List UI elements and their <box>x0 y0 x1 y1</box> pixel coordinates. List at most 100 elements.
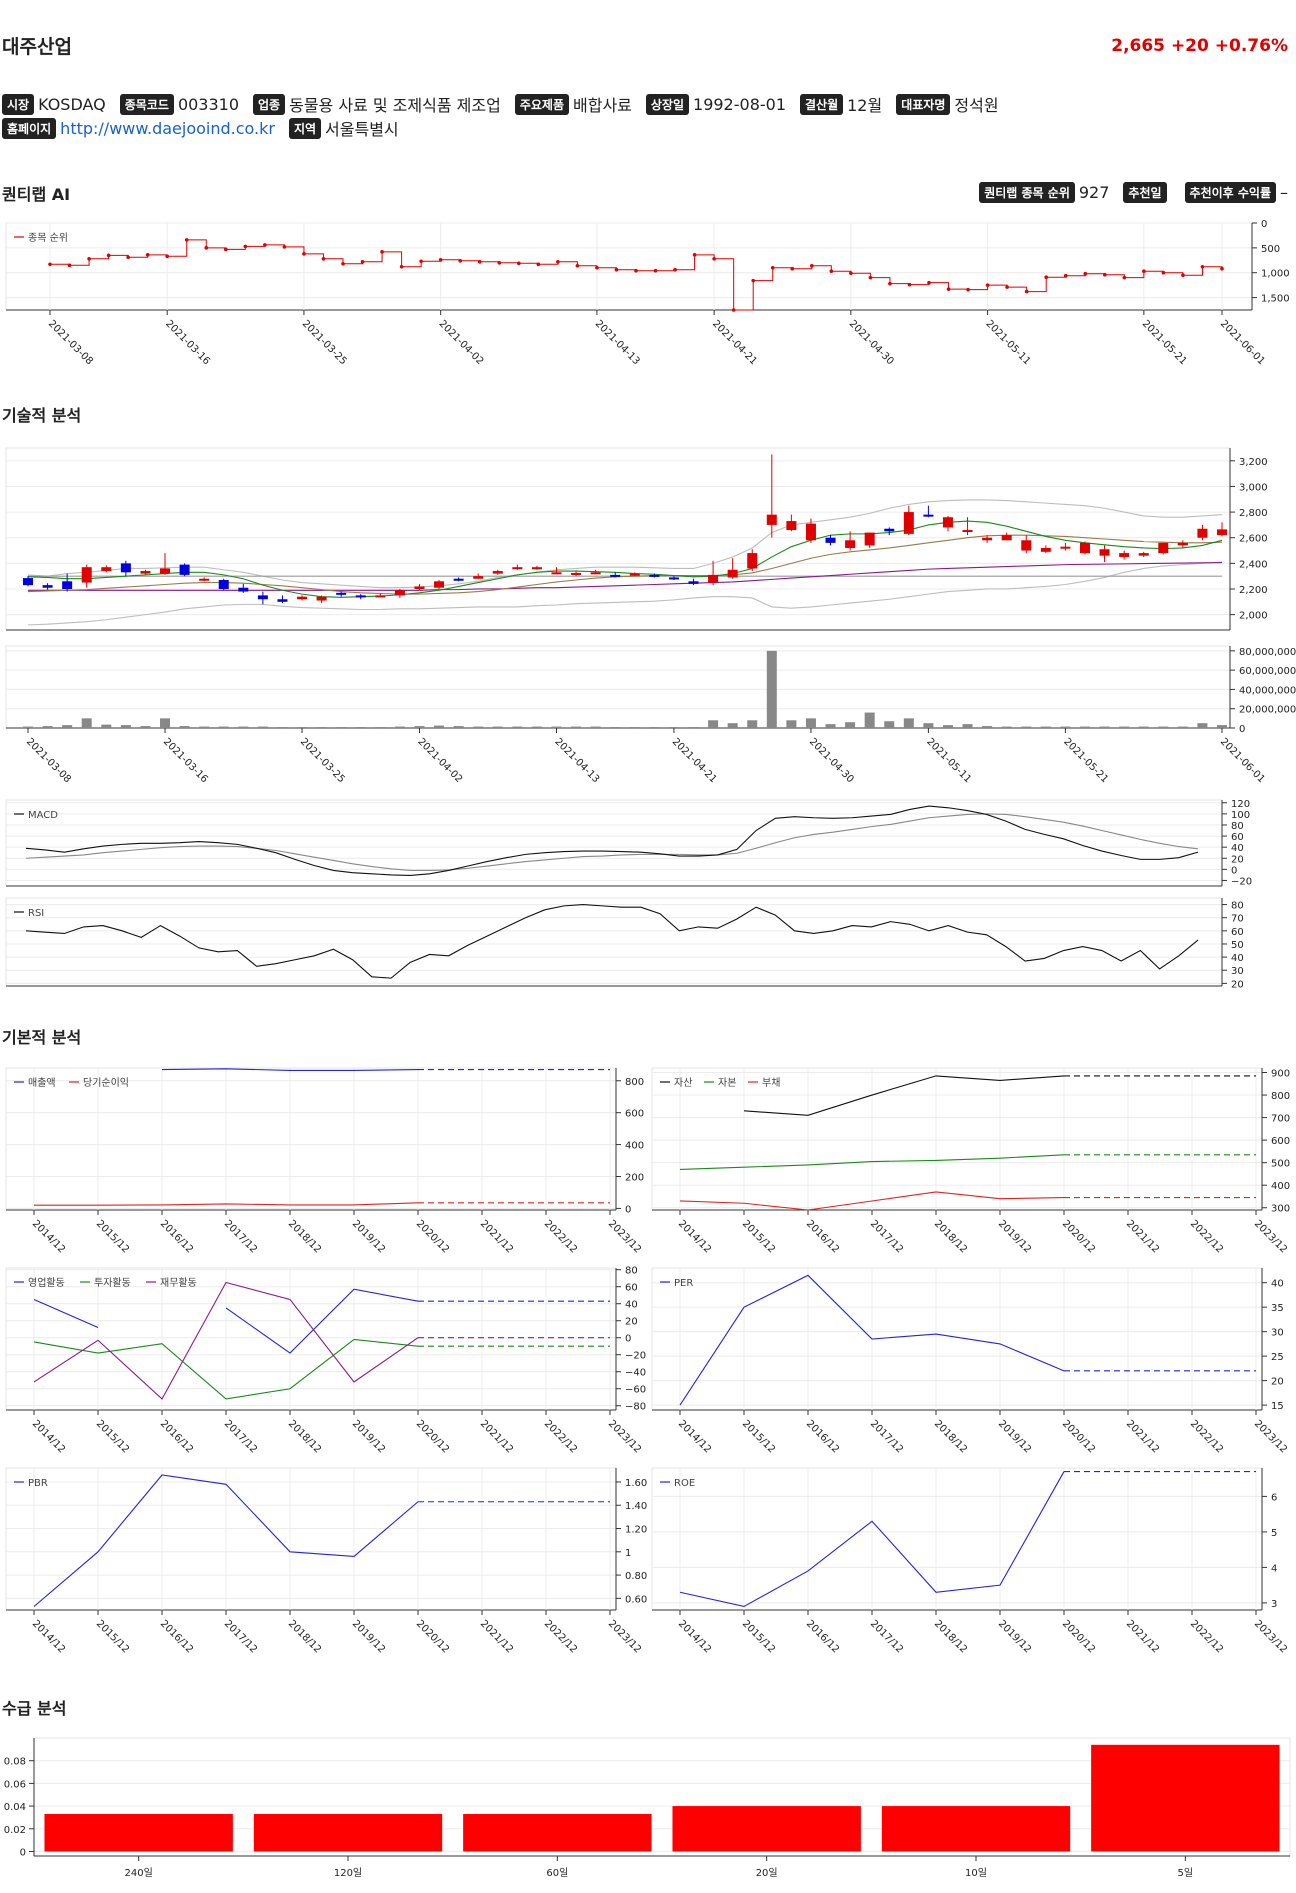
candle-body <box>23 578 33 586</box>
y-tick-label: 6 <box>1271 1492 1277 1503</box>
candle-body <box>160 568 171 574</box>
candle-body <box>629 573 640 576</box>
x-tick-label: 2016/12 <box>158 1618 195 1655</box>
candle-body <box>825 537 836 543</box>
supply-bar <box>672 1806 861 1852</box>
candle-body <box>1099 549 1110 556</box>
y-tick-label: 1.40 <box>625 1501 647 1512</box>
rank-point <box>1005 285 1009 289</box>
info-row-2: 홈페이지 http://www.daejooind.co.kr 지역 서울특별시 <box>2 116 413 140</box>
candle-body <box>434 581 445 588</box>
candle-body <box>492 571 503 574</box>
x-tick-label: 2015/12 <box>94 1218 131 1255</box>
x-tick-label: 10일 <box>965 1867 987 1879</box>
rank-point <box>1024 289 1029 294</box>
y-tick-label: −20 <box>1231 876 1252 887</box>
volume-bar <box>982 726 993 728</box>
volume-bar <box>1021 726 1032 728</box>
volume-bar <box>1138 726 1149 728</box>
volume-chart: 0 20,000,000 40,000,000 60,000,000 80,000,00… <box>5 645 1296 785</box>
candle-body <box>571 572 582 575</box>
candle-body <box>805 523 816 541</box>
cashflow-line <box>33 1338 419 1400</box>
return-badge: 추천이후 수익률 <box>1184 182 1276 203</box>
y-tick-label: 2,000 <box>1239 611 1268 622</box>
rank-point <box>48 262 52 267</box>
x-tick-label: 2021-03-25 <box>300 318 349 367</box>
x-tick-label: 2021-04-30 <box>807 736 856 785</box>
return-value: – <box>1280 183 1288 202</box>
candle-body <box>120 563 131 573</box>
rank-point <box>438 257 443 262</box>
ma-purple <box>28 562 1223 591</box>
legend-label: MACD <box>28 810 58 821</box>
x-tick-label: 2016/12 <box>804 1418 841 1455</box>
price-change-pct: +0.76% <box>1214 36 1288 56</box>
x-tick-label: 2022/12 <box>542 1618 579 1655</box>
region-value: 서울특별시 <box>325 120 399 139</box>
y-tick-label: 80 <box>1231 901 1244 912</box>
rank-point <box>614 267 619 272</box>
candle-body <box>1021 540 1032 551</box>
volume-bar <box>864 712 875 728</box>
candle-body <box>668 577 679 580</box>
bollinger-lower <box>27 561 1223 626</box>
x-tick-label: 2014/12 <box>676 1618 713 1655</box>
volume-bar <box>1079 726 1090 728</box>
candle-body <box>531 567 542 570</box>
region-badge: 지역 <box>288 117 322 139</box>
candle-body <box>590 572 601 575</box>
fiscal-value: 12월 <box>847 96 883 115</box>
y-tick-label: 0.06 <box>4 1779 26 1790</box>
x-tick-label: 2021/12 <box>1124 1618 1161 1655</box>
volume-bar <box>727 723 738 728</box>
y-tick-label: 20 <box>625 1317 638 1328</box>
y-tick-label: 2,400 <box>1239 559 1268 570</box>
plot-frame <box>5 222 1253 311</box>
candle-body <box>727 569 738 578</box>
rank-point <box>536 262 541 267</box>
y-tick-label: 800 <box>625 1077 644 1088</box>
volume-bar <box>297 727 308 729</box>
candle-body <box>238 587 249 592</box>
rank-point <box>1220 266 1224 271</box>
volume-bar <box>394 726 405 728</box>
y-tick-label: 0.60 <box>625 1594 647 1605</box>
x-tick-label: 5일 <box>1178 1867 1194 1879</box>
x-tick-label: 2021-05-11 <box>983 318 1032 367</box>
cashflow-line <box>225 1288 419 1354</box>
rank-point <box>907 282 912 287</box>
volume-bar <box>160 718 171 728</box>
volume-bar <box>62 725 73 728</box>
rank-point <box>145 253 150 257</box>
homepage-link[interactable]: http://www.daejooind.co.kr <box>60 118 275 138</box>
x-tick-label: 2023/12 <box>1252 1418 1289 1455</box>
rank-point <box>380 250 384 254</box>
cashflow-line <box>33 1298 99 1329</box>
x-tick-label: 2021-04-13 <box>593 318 642 367</box>
volume-bar <box>257 726 268 728</box>
x-tick-label: 2021/12 <box>478 1418 515 1455</box>
rec-date-badge: 추천일 <box>1123 182 1167 203</box>
legend-label: 투자활동 <box>94 1276 131 1289</box>
volume-bar <box>942 725 953 728</box>
x-tick-label: 2017/12 <box>868 1418 905 1455</box>
y-tick-label: 80 <box>625 1266 638 1277</box>
y-tick-label: 40 <box>1271 1279 1284 1290</box>
rank-point <box>126 255 130 260</box>
rank-point <box>1200 264 1205 269</box>
balance-chart: 300 400 500 600 700 800 900 2014/12 2015/12 2016/… <box>651 1067 1290 1255</box>
y-tick-label: 80,000,000 <box>1239 647 1296 658</box>
candle-body <box>42 585 53 588</box>
rank-point <box>888 281 892 286</box>
pbr-line <box>33 1474 419 1607</box>
y-tick-label: 2,200 <box>1239 585 1268 596</box>
volume-bar <box>453 726 464 728</box>
candle-body <box>1177 542 1188 546</box>
volume-bar <box>903 718 914 728</box>
supply-bar <box>44 1814 233 1852</box>
rsi-chart: 20 30 40 50 60 70 80 RSI <box>5 897 1244 990</box>
y-tick-label: 40 <box>1231 953 1244 964</box>
sales-line <box>161 1068 419 1071</box>
legend-label: 자본 <box>718 1077 736 1089</box>
